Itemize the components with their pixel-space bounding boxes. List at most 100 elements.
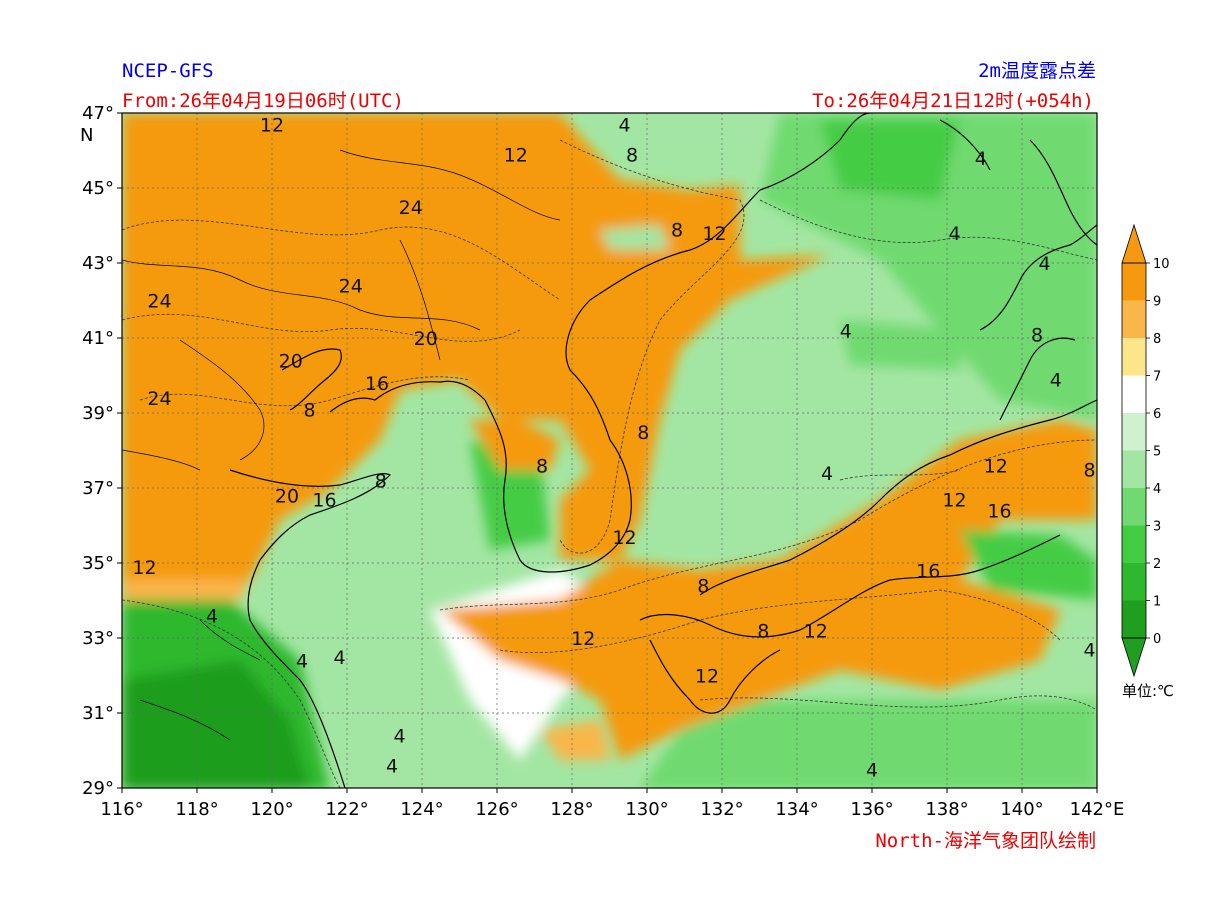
colorbar-bin [1122, 338, 1146, 376]
lat-tick-label: 39° [82, 403, 114, 424]
lon-tick-label: 136° [850, 799, 893, 820]
contour-label: 4 [948, 223, 960, 245]
contour-label: 4 [975, 148, 987, 170]
contour-label: 12 [702, 223, 726, 245]
model-name: NCEP-GFS [122, 60, 214, 82]
contour-label: 16 [365, 373, 389, 395]
contour-label: 12 [132, 557, 156, 579]
contour-label: 8 [536, 456, 548, 478]
contour-label: 12 [571, 628, 595, 650]
colorbar-tick-label: 2 [1153, 557, 1161, 572]
contour-label: 16 [916, 561, 940, 583]
contour-label: 8 [303, 399, 315, 421]
contour-label: 8 [697, 576, 709, 598]
contour-label: 12 [804, 621, 828, 643]
colorbar-tick-label: 6 [1153, 407, 1161, 422]
lat-tick-label: 45° [82, 178, 114, 199]
colorbar-max-arrow [1121, 223, 1147, 264]
map-frame [121, 112, 1098, 789]
contour-label: 12 [942, 489, 966, 511]
lon-tick-label: 124° [400, 799, 443, 820]
lat-tick-label: 35° [82, 553, 114, 574]
credit-line: North-海洋气象团队绘制 [875, 830, 1096, 852]
contour-label: 4 [333, 647, 345, 669]
lon-tick-label: 126° [475, 799, 518, 820]
lat-tick-label: 43° [82, 253, 114, 274]
colorbar-tick-label: 9 [1153, 295, 1161, 310]
contour-lines [122, 139, 1097, 788]
colorbar-tick-label: 7 [1153, 370, 1161, 385]
map-plot-area: 12 12 8 4 24 12 8 4 4 4 24 24 20 4 8 20 16 4 24 8 8 8 8 4 12 8 12 1… [122, 113, 1097, 788]
colorbar-min-arrow [1121, 637, 1147, 678]
colorbar-bin [1122, 413, 1146, 451]
lat-tick-label: 37° [82, 478, 114, 499]
contour-label: 12 [504, 144, 528, 166]
contour-label: 12 [260, 114, 284, 136]
contour-label: 24 [147, 388, 171, 410]
colorbar-unit: 单位:℃ [1122, 682, 1174, 700]
contour-label: 16 [987, 501, 1011, 523]
contour-label: 8 [671, 219, 683, 241]
contour-label: 12 [612, 527, 636, 549]
contour-label: 4 [1038, 253, 1050, 275]
lon-tick-label: 138° [925, 799, 968, 820]
admin-borders [122, 149, 561, 741]
product-title: 2m温度露点差 [978, 60, 1096, 82]
colorbar-tick-label: 8 [1153, 332, 1161, 347]
contour-label: 12 [695, 666, 719, 688]
colorbar-bin [1122, 525, 1146, 563]
contour-label: 8 [757, 621, 769, 643]
contour-label: 4 [296, 651, 308, 673]
contour-label: 24 [147, 291, 171, 313]
lon-tick-label: 142°E [1070, 799, 1125, 820]
lon-tick-label: 130° [625, 799, 668, 820]
lon-tick-label: 118° [175, 799, 218, 820]
lon-tick-label: 132° [700, 799, 743, 820]
contour-label: 8 [637, 422, 649, 444]
contour-labels: 12 12 8 4 24 12 8 4 4 4 24 24 20 4 8 20 16 4 24 8 8 8 8 4 12 8 12 1… [132, 114, 1095, 781]
lon-tick-label: 120° [250, 799, 293, 820]
colorbar-tick-label: 4 [1153, 482, 1161, 497]
lon-tick-label: 128° [550, 799, 593, 820]
contour-label: 4 [821, 463, 833, 485]
colorbar-bin [1122, 375, 1146, 413]
contour-label: 4 [1050, 369, 1062, 391]
contour-label: 8 [1031, 324, 1043, 346]
lat-suffix-label: N [80, 125, 93, 146]
lat-tick-label: 41° [82, 328, 114, 349]
colorbar: 0 1 2 3 4 5 6 7 8 9 10 [1121, 223, 1170, 678]
contour-label: 4 [840, 321, 852, 343]
contour-label: 8 [1083, 459, 1095, 481]
lon-tick-label: 134° [775, 799, 818, 820]
lat-tick-label: 47° [82, 103, 114, 124]
lon-tick-label: 140° [1000, 799, 1043, 820]
lat-tick-label: 33° [82, 628, 114, 649]
contour-label: 24 [399, 197, 423, 219]
colorbar-bin [1122, 450, 1146, 488]
contour-label: 4 [866, 759, 878, 781]
colorbar-tick-label: 10 [1153, 257, 1170, 272]
colorbar-bin [1122, 488, 1146, 526]
contour-label: 4 [618, 114, 630, 136]
contour-label: 4 [386, 756, 398, 778]
colorbar-tick-label: 1 [1153, 595, 1161, 610]
contour-label: 16 [312, 489, 336, 511]
filled-field [122, 113, 1097, 788]
lat-tick-label: 31° [82, 703, 114, 724]
contour-label: 8 [375, 471, 387, 493]
colorbar-tick-label: 5 [1153, 445, 1161, 460]
colorbar-tick-label: 3 [1153, 520, 1161, 535]
contour-label: 20 [279, 351, 303, 373]
colorbar-bin [1122, 263, 1146, 301]
axis-ticks: 116° 118° 120° 122° 124° 126° 128° 130° 132° 134°… [80, 103, 1124, 820]
contour-label: 20 [414, 328, 438, 350]
contour-label: 24 [339, 276, 363, 298]
contour-label: 12 [984, 456, 1008, 478]
colorbar-bin [1122, 600, 1146, 638]
lat-tick-label: 29° [82, 778, 114, 799]
lon-tick-label: 122° [325, 799, 368, 820]
contour-label: 4 [206, 606, 218, 628]
lon-tick-label: 116° [100, 799, 143, 820]
valid-time: To:26年04月21日12时(+054h) [812, 90, 1094, 112]
